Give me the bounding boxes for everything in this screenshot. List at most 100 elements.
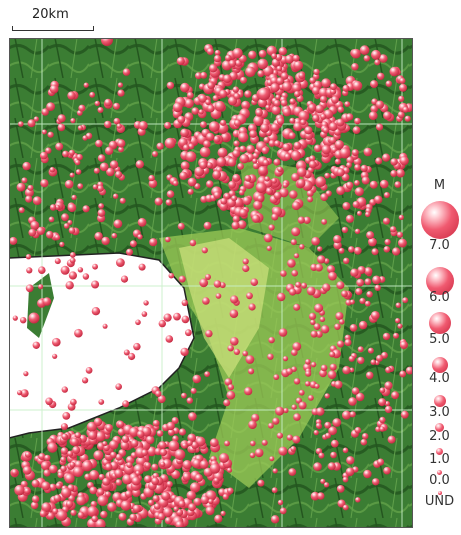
legend-label: 0.0 <box>429 473 450 488</box>
earthquake-marker <box>293 378 301 385</box>
earthquake-marker <box>376 354 383 362</box>
earthquake-marker <box>271 105 281 115</box>
earthquake-marker <box>77 511 85 519</box>
earthquake-marker <box>208 498 214 504</box>
earthquake-marker <box>82 377 89 384</box>
earthquake-marker <box>55 142 64 151</box>
earthquake-marker <box>97 185 104 192</box>
earthquake-marker <box>149 238 158 247</box>
earthquake-marker <box>344 339 352 346</box>
earthquake-marker <box>267 353 274 360</box>
seismicity-map[interactable] <box>9 38 413 528</box>
earthquake-marker <box>185 329 192 337</box>
earthquake-marker <box>389 66 400 77</box>
earthquake-marker <box>188 143 195 150</box>
earthquake-marker <box>231 195 238 202</box>
earthquake-marker <box>284 153 291 161</box>
earthquake-marker <box>220 197 228 205</box>
earthquake-marker <box>332 418 342 427</box>
earthquake-marker <box>17 390 23 396</box>
earthquake-marker <box>76 153 83 161</box>
earthquake-marker <box>337 499 346 508</box>
earthquake-marker <box>102 441 108 447</box>
earthquake-marker <box>379 179 389 189</box>
earthquake-marker <box>404 115 411 122</box>
earthquake-marker <box>201 247 208 254</box>
earthquake-marker <box>294 90 301 98</box>
earthquake-marker <box>91 307 101 316</box>
earthquake-marker <box>242 350 248 357</box>
earthquake-marker <box>53 494 62 503</box>
earthquake-marker <box>268 336 275 344</box>
earthquake-marker <box>237 163 245 170</box>
earthquake-marker <box>349 299 355 305</box>
earthquake-marker <box>291 349 298 356</box>
earthquake-marker <box>291 404 297 410</box>
earthquake-marker <box>273 374 280 380</box>
earthquake-marker <box>297 167 307 177</box>
earthquake-marker <box>194 474 203 482</box>
earthquake-marker <box>362 433 369 440</box>
earthquake-marker <box>204 371 211 377</box>
legend-label: 7.0 <box>429 238 450 253</box>
earthquake-marker <box>165 236 171 243</box>
earthquake-marker <box>310 330 318 338</box>
earthquake-marker <box>348 355 355 362</box>
earthquake-marker <box>399 340 408 350</box>
earthquake-marker <box>209 463 221 474</box>
earthquake-marker <box>195 72 202 80</box>
earthquake-marker <box>180 128 190 138</box>
earthquake-marker <box>226 390 236 400</box>
earthquake-marker <box>47 442 58 453</box>
earthquake-marker <box>345 214 354 223</box>
earthquake-marker <box>246 292 253 300</box>
earthquake-marker <box>277 499 284 506</box>
earthquake-marker <box>333 241 342 250</box>
earthquake-marker <box>97 209 106 217</box>
earthquake-marker <box>356 278 365 287</box>
earthquake-marker <box>369 180 378 189</box>
earthquake-marker <box>230 295 239 304</box>
earthquake-marker <box>383 246 391 253</box>
earthquake-marker <box>357 356 365 365</box>
earthquake-marker <box>224 440 230 447</box>
earthquake-marker <box>64 179 74 189</box>
earthquake-marker <box>231 221 240 230</box>
earthquake-marker <box>255 182 267 194</box>
earthquake-marker <box>364 278 372 286</box>
earthquake-marker <box>334 158 341 165</box>
earthquake-marker <box>248 50 257 59</box>
earthquake-marker <box>354 427 362 434</box>
earthquake-marker <box>246 144 255 154</box>
earthquake-marker <box>342 476 349 483</box>
earthquake-marker <box>272 417 280 425</box>
earthquake-marker <box>398 214 404 220</box>
earthquake-marker <box>232 215 240 223</box>
earthquake-marker <box>383 192 390 198</box>
earthquake-marker <box>70 509 77 516</box>
earthquake-marker <box>299 244 305 250</box>
earthquake-marker <box>355 288 363 296</box>
earthquake-marker <box>57 114 66 123</box>
earthquake-marker <box>112 193 119 199</box>
earthquake-marker <box>175 520 184 528</box>
earthquake-marker <box>63 223 70 229</box>
earthquake-marker <box>39 151 48 160</box>
earthquake-marker <box>154 503 161 510</box>
earthquake-marker <box>92 184 99 190</box>
earthquake-marker <box>206 180 214 188</box>
earthquake-marker <box>137 234 143 240</box>
earthquake-marker <box>345 181 354 189</box>
earthquake-marker <box>318 452 325 459</box>
earthquake-marker <box>375 123 384 131</box>
earthquake-marker <box>91 280 100 289</box>
earthquake-marker <box>81 460 93 472</box>
earthquake-marker <box>89 486 98 495</box>
earthquake-marker <box>70 398 77 406</box>
earthquake-marker <box>283 407 289 414</box>
earthquake-marker <box>28 312 40 324</box>
earthquake-marker <box>323 482 330 488</box>
earthquake-marker <box>262 65 274 77</box>
earthquake-marker <box>44 454 51 462</box>
plain-area <box>179 238 269 378</box>
